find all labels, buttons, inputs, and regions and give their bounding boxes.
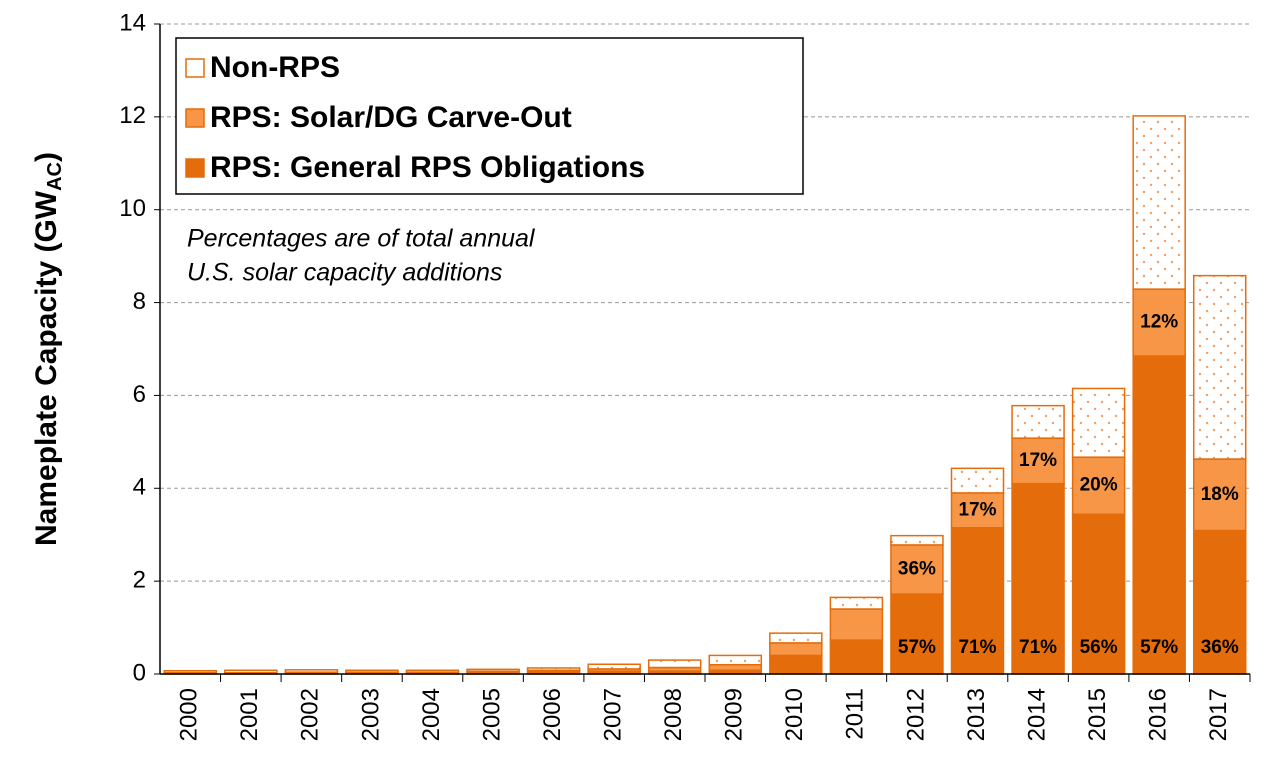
bar-segment (890, 593, 944, 675)
x-tick-label: 2017 (1205, 688, 1232, 741)
share-label: 17% (1019, 450, 1057, 471)
y-axis-label-suffix: ) (30, 152, 63, 162)
x-tick-label: 2014 (1023, 688, 1050, 741)
bar-segment (526, 667, 581, 672)
share-label: 71% (958, 637, 996, 658)
share-label: 57% (898, 637, 936, 658)
legend-swatch (185, 58, 205, 78)
legend-label: RPS: Solar/DG Carve-Out (210, 101, 572, 134)
bar-segment (769, 654, 823, 675)
x-tick-label: 2011 (842, 688, 869, 740)
legend-box (175, 37, 804, 195)
bar-segment (1132, 355, 1186, 675)
x-tick-label: 2006 (539, 688, 566, 741)
x-tick-label: 2013 (963, 688, 990, 741)
bar-segment (1011, 482, 1065, 675)
bar-segment (1132, 115, 1186, 290)
y-axis-label: Nameplate Capacity (GWAC) (30, 152, 66, 546)
annotation: Percentages are of total annual (187, 225, 536, 253)
bar-segment (284, 669, 339, 673)
y-tick-label: 6 (133, 381, 146, 408)
y-tick-label: 14 (119, 9, 146, 36)
share-label: 17% (958, 499, 996, 520)
legend-label: Non-RPS (210, 51, 340, 84)
x-tick-label: 2005 (478, 688, 505, 741)
y-tick-label: 10 (119, 195, 146, 222)
bar-segment (345, 669, 399, 673)
bar-segment (1011, 404, 1065, 439)
x-tick-label: 2008 (660, 688, 687, 741)
bar-segment (950, 467, 1005, 494)
share-label: 36% (1201, 637, 1239, 658)
bar-segment (1071, 387, 1126, 458)
y-axis-label-subscript: AC (44, 162, 66, 191)
y-tick-label: 0 (133, 659, 146, 686)
y-tick-label: 2 (133, 566, 146, 593)
y-tick-label: 4 (133, 474, 146, 501)
legend-swatch (185, 108, 205, 128)
legend-swatch (185, 158, 205, 178)
bar-segment (1071, 456, 1126, 516)
bar-segment (829, 639, 884, 675)
x-tick-label: 2003 (357, 688, 384, 741)
bar-segment (405, 669, 460, 673)
bar-segment (708, 663, 763, 672)
x-tick-label: 2001 (236, 688, 263, 741)
bar-segment (890, 544, 944, 595)
bar-segment (829, 596, 884, 610)
share-label: 20% (1080, 475, 1118, 496)
share-label: 18% (1201, 484, 1239, 505)
bar-segment (647, 659, 702, 669)
y-tick-label: 12 (119, 102, 146, 129)
x-tick-label: 2015 (1084, 688, 1111, 741)
x-tick-label: 2007 (600, 688, 627, 741)
bar-segment (769, 642, 823, 657)
annotation: U.S. solar capacity additions (187, 259, 502, 287)
x-tick-label: 2016 (1145, 688, 1172, 741)
bar-segment (1071, 513, 1126, 675)
x-tick-label: 2010 (781, 688, 808, 741)
bar-segment (950, 527, 1005, 675)
x-tick-label: 2012 (902, 688, 929, 741)
bar-segment (769, 632, 823, 644)
bar-segment (1011, 437, 1065, 485)
y-tick-label: 8 (133, 288, 146, 315)
bar-segment (224, 669, 278, 674)
bar-segment (1192, 529, 1247, 675)
x-tick-label: 2004 (418, 688, 445, 741)
share-label: 56% (1080, 637, 1118, 658)
x-tick-label: 2009 (721, 688, 748, 741)
bar-segment (163, 670, 218, 674)
x-tick-label: 2000 (176, 688, 203, 741)
bar-segment (890, 534, 944, 546)
bar-segment (466, 668, 520, 672)
bar-segment (708, 654, 763, 666)
bar-segment (587, 663, 641, 670)
x-tick-label: 2002 (297, 688, 324, 741)
bar-segment (1132, 288, 1186, 357)
y-axis-label-text: Nameplate Capacity (GW (30, 190, 63, 546)
share-label: 71% (1019, 637, 1057, 658)
share-label: 57% (1140, 637, 1178, 658)
share-label: 36% (898, 559, 936, 580)
legend-label: RPS: General RPS Obligations (210, 151, 645, 184)
bar-segment (829, 608, 884, 641)
share-label: 12% (1140, 312, 1178, 333)
bar-segment (950, 492, 1005, 529)
bar-segment (1192, 274, 1247, 460)
